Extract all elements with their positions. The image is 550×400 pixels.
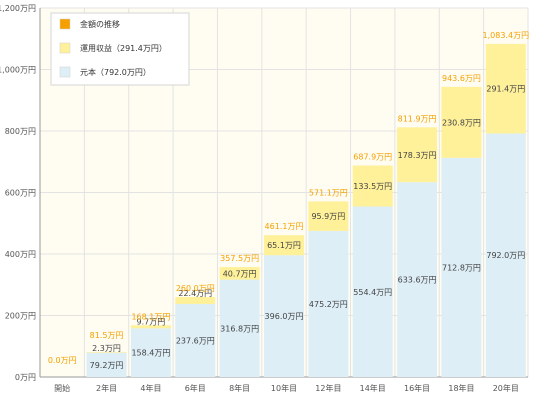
bar-gain[interactable] — [308, 201, 349, 231]
x-tick-label: 8年目 — [229, 383, 250, 393]
total-value-label: 687.9万円 — [353, 152, 392, 161]
bar-principal-label: 79.2万円 — [90, 361, 124, 370]
total-value-label: 81.5万円 — [90, 331, 124, 340]
total-value-label: 943.6万円 — [442, 74, 481, 83]
bar-gain-label: 230.8万円 — [442, 118, 481, 127]
bar-principal-label: 475.2万円 — [309, 300, 348, 309]
bar-principal[interactable] — [175, 303, 216, 377]
bar-gain-label: 40.7万円 — [223, 269, 257, 278]
x-tick-label: 20年目 — [493, 383, 519, 393]
total-value-label: 571.1万円 — [309, 188, 348, 197]
legend-label: 元本（792.0万円） — [80, 67, 151, 77]
bar-principal-label: 792.0万円 — [486, 251, 525, 260]
bar-gain[interactable] — [219, 267, 260, 280]
x-tick-label: 12年目 — [315, 383, 341, 393]
bar-gain[interactable] — [130, 325, 171, 329]
x-tick-label: 6年目 — [185, 383, 206, 393]
bar-principal-label: 554.4万円 — [353, 288, 392, 297]
bar-gain[interactable] — [485, 43, 526, 134]
total-value-label: 168.1万円 — [131, 312, 170, 321]
bar-gain[interactable] — [441, 86, 482, 158]
y-tick-label: 1,000万円 — [0, 66, 36, 75]
legend-label: 運用収益（291.4万円） — [80, 43, 167, 53]
total-value-label: 260.0万円 — [176, 284, 215, 293]
bar-principal[interactable] — [86, 352, 127, 377]
bar-principal[interactable] — [441, 157, 482, 377]
total-value-label: 1,083.4万円 — [483, 31, 530, 40]
bar-gain[interactable] — [86, 351, 127, 353]
bar-principal[interactable] — [264, 255, 304, 377]
bar-gain-label: 95.9万円 — [311, 212, 345, 221]
bar-principal-label: 396.0万円 — [265, 312, 304, 321]
bar-principal[interactable] — [219, 279, 260, 377]
bar-gain-label: 133.5万円 — [353, 182, 392, 191]
legend-label: 金額の推移 — [80, 19, 120, 29]
total-value-label: 811.9万円 — [398, 114, 437, 123]
y-tick-label: 1,200万円 — [0, 4, 36, 13]
bar-principal-label: 633.6万円 — [398, 276, 437, 285]
y-tick-label: 600万円 — [5, 189, 36, 198]
x-tick-label: 14年目 — [360, 383, 386, 393]
bar-principal-label: 158.4万円 — [131, 349, 170, 358]
bar-gain-label: 291.4万円 — [486, 85, 525, 94]
bar-principal[interactable] — [352, 206, 393, 377]
y-tick-label: 400万円 — [5, 250, 36, 259]
x-tick-label: 10年目 — [271, 383, 297, 393]
x-tick-label: 16年目 — [404, 383, 430, 393]
y-tick-label: 0万円 — [15, 373, 36, 382]
x-tick-label: 18年目 — [448, 383, 474, 393]
bar-gain-label: 2.3万円 — [92, 344, 121, 353]
bar-principal-label: 712.8万円 — [442, 263, 481, 272]
total-value-label: 461.1万円 — [265, 222, 304, 231]
bar-principal[interactable] — [485, 133, 526, 377]
bar-gain[interactable] — [264, 235, 304, 256]
bar-gain[interactable] — [175, 297, 216, 304]
bar-gain-label: 178.3万円 — [398, 151, 437, 160]
bar-principal-label: 316.8万円 — [220, 324, 259, 333]
legend-swatch — [59, 42, 71, 54]
bar-principal-label: 237.6万円 — [176, 336, 215, 345]
y-tick-label: 200万円 — [5, 312, 36, 321]
x-tick-label: 2年目 — [96, 383, 117, 393]
bar-gain[interactable] — [397, 127, 438, 183]
total-value-label: 0.0万円 — [48, 356, 77, 365]
bar-gain-label: 9.7万円 — [137, 317, 166, 326]
bar-principal[interactable] — [130, 328, 171, 377]
legend-box — [50, 12, 190, 86]
bar-gain[interactable] — [352, 165, 393, 207]
bar-gain-label: 22.4万円 — [178, 289, 212, 298]
bar-gain-label: 65.1万円 — [267, 241, 301, 250]
y-tick-label: 800万円 — [5, 127, 36, 136]
bar-principal[interactable] — [308, 230, 349, 377]
legend-swatch — [59, 18, 71, 30]
x-tick-label: 開始 — [54, 383, 70, 393]
x-tick-label: 4年目 — [140, 383, 161, 393]
total-value-label: 357.5万円 — [220, 254, 259, 263]
legend-swatch — [59, 66, 71, 78]
bar-principal[interactable] — [397, 182, 438, 377]
